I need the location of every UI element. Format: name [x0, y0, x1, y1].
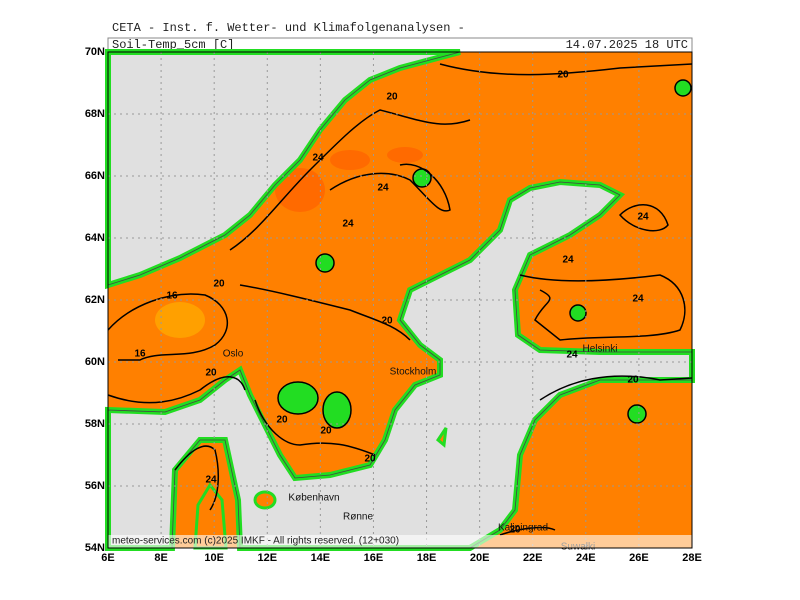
y-tick-label: 56N [85, 480, 105, 492]
map-frame [107, 51, 693, 549]
y-tick-label: 62N [85, 294, 105, 306]
y-tick-label: 54N [85, 542, 105, 554]
footer: meteo-services.com (c)2025 IMKF - All ri… [112, 536, 399, 547]
warm-patch [275, 168, 325, 212]
contour-label: 24 [632, 294, 644, 305]
x-tick-label: 16E [364, 552, 384, 564]
city-label: Kaliningrad [498, 523, 548, 534]
x-tick-label: 14E [311, 552, 331, 564]
x-tick-label: 28E [682, 552, 702, 564]
y-tick-label: 70N [85, 46, 105, 58]
x-tick-label: 20E [470, 552, 490, 564]
contour-label: 16 [134, 349, 146, 360]
x-tick-label: 10E [204, 552, 224, 564]
contour-label: 24 [205, 475, 217, 486]
parameter: Soil-Temp_5cm [C] [112, 38, 234, 52]
y-tick-label: 64N [85, 232, 105, 244]
contour-label: 20 [276, 415, 288, 426]
contour-label: 20 [381, 316, 393, 327]
contour-label: 20 [386, 92, 398, 103]
x-tick-label: 18E [417, 552, 437, 564]
institute: CETA - Inst. f. Wetter- und Klimafolgena… [112, 21, 465, 35]
contours [107, 63, 693, 536]
x-tick-label: 8E [154, 552, 167, 564]
cool-spots [277, 79, 692, 429]
contour-label: 20 [213, 279, 225, 290]
contour-label: 24 [562, 255, 574, 266]
contour-label: 20 [320, 426, 332, 437]
contour-label: 20 [509, 525, 521, 536]
city-label: Rønne [343, 512, 373, 523]
axis-ticks: 6E 8E 10E 12E 14E 16E 18E 20E 22E 24E 26E 28E 54N 56N… [85, 46, 702, 564]
warm-patch [330, 150, 370, 170]
valid-time: 14.07.2025 18 UTC [566, 38, 688, 52]
footer-bar [108, 535, 692, 548]
contour-label: 20 [364, 454, 376, 465]
map-area: 2020242424242424242016162020202020242020… [108, 52, 692, 553]
y-tick-label: 60N [85, 356, 105, 368]
contour-labels: 20 20 24 24 24 24 24 24 24 20 16 16 20 20 20 20 20 24 20 20 [134, 70, 649, 536]
contour-label: 20 [205, 368, 217, 379]
contour-label: 24 [342, 219, 354, 230]
warm-patch [387, 147, 423, 163]
contour-label: 16 [166, 291, 178, 302]
contour-label: 24 [637, 212, 649, 223]
contour-label: 24 [566, 350, 578, 361]
contour-label: 20 [627, 375, 639, 386]
city-label: Stockholm [390, 367, 437, 378]
y-tick-label: 68N [85, 108, 105, 120]
cool-patch [155, 302, 205, 338]
x-tick-label: 26E [629, 552, 649, 564]
contour-label: 24 [312, 153, 324, 164]
x-tick-label: 24E [576, 552, 596, 564]
y-tick-label: 58N [85, 418, 105, 430]
x-tick-label: 22E [523, 552, 543, 564]
city-label: København [288, 493, 339, 504]
y-tick-label: 66N [85, 170, 105, 182]
x-tick-label: 12E [257, 552, 277, 564]
x-tick-label: 6E [101, 552, 114, 564]
contour-label: 24 [377, 183, 389, 194]
city-label: Helsinki [582, 344, 617, 355]
city-label: Oslo [223, 349, 244, 360]
contour-label: 20 [557, 70, 569, 81]
